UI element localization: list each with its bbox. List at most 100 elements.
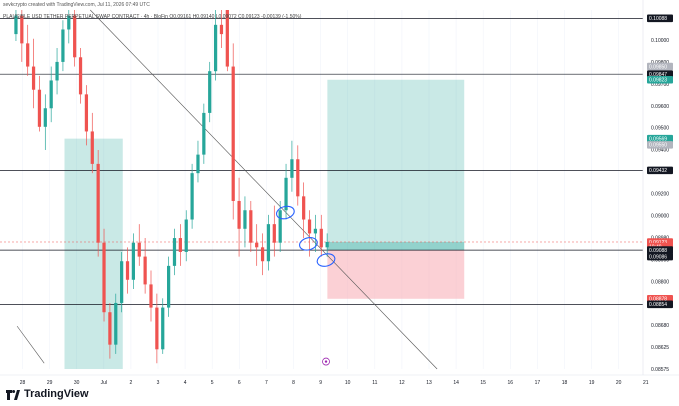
x-tick-label: 21 — [643, 380, 649, 386]
candle — [125, 247, 130, 294]
candle-body — [55, 61, 59, 81]
candle — [102, 228, 106, 322]
candle-body — [296, 159, 300, 197]
x-tick-label: 15 — [480, 380, 486, 386]
x-tick-label: 20 — [616, 380, 622, 386]
candle-body — [102, 242, 106, 313]
candle — [266, 214, 271, 271]
x-tick-label: 17 — [535, 380, 541, 386]
price-scale-background — [643, 0, 679, 375]
x-tick-label: 28 — [20, 380, 26, 386]
candle — [278, 200, 282, 252]
candle — [190, 163, 194, 229]
candle — [149, 270, 153, 322]
candle — [131, 233, 135, 290]
footer-bar: TradingView — [0, 382, 679, 406]
position-entry-band — [327, 241, 465, 251]
highlight-ellipse — [275, 205, 295, 220]
candle-body — [49, 80, 53, 109]
candle — [161, 298, 165, 354]
price-badge-label: 0.10088 — [649, 16, 667, 22]
candle — [114, 293, 118, 354]
candle — [184, 210, 188, 262]
x-tick-label: 4 — [184, 380, 187, 386]
candle — [67, 10, 71, 44]
candle — [26, 24, 30, 76]
candle-body — [84, 94, 89, 132]
x-tick-label: 3 — [157, 380, 160, 386]
price-badge — [647, 134, 673, 143]
candle — [84, 85, 89, 146]
candle — [213, 10, 218, 81]
candle-body — [213, 24, 218, 72]
candle-body — [67, 15, 71, 30]
candle — [90, 112, 94, 174]
price-badge-label: 0.09823 — [649, 78, 667, 84]
symbol-legend: PLAUSIBLE USD TETHER PERPETUAL SWAP CONT… — [3, 14, 302, 20]
candle — [202, 103, 206, 164]
candle — [61, 20, 65, 72]
x-tick-label: 9 — [319, 380, 322, 386]
y-tick-label: 0.09400 — [651, 148, 669, 154]
candle — [55, 48, 59, 95]
candle-body — [166, 265, 171, 308]
x-tick-label: 10 — [345, 380, 351, 386]
candle-body — [43, 108, 47, 127]
x-tick-label: 7 — [265, 380, 268, 386]
candle-body — [219, 24, 224, 35]
candle — [296, 145, 300, 206]
candle-body — [61, 29, 65, 62]
highlight-ellipse — [299, 237, 318, 251]
price-badge-label: 0.09569 — [649, 136, 667, 142]
highlight-ellipse — [316, 253, 336, 267]
price-badge — [647, 62, 673, 71]
position-loss-zone — [327, 250, 465, 299]
candle-body — [307, 219, 312, 234]
candle — [249, 200, 253, 252]
candle — [96, 149, 100, 257]
price-badge — [647, 75, 673, 84]
y-tick-label: 0.08625 — [651, 345, 669, 351]
candle — [31, 38, 36, 109]
candle-body — [125, 261, 130, 280]
y-tick-label: 0.08680 — [651, 323, 669, 329]
price-badge — [647, 300, 673, 309]
price-badge-label: 0.09123 — [649, 240, 667, 246]
candle — [155, 293, 159, 364]
candle — [302, 182, 306, 239]
candle — [166, 256, 171, 317]
candle — [208, 61, 212, 123]
price-badge-label: 0.08854 — [649, 302, 667, 308]
candle-body — [190, 173, 194, 220]
candle-body — [202, 112, 206, 155]
x-tick-label: 14 — [453, 380, 459, 386]
candle-body — [290, 159, 294, 178]
tradingview-brand[interactable]: TradingView — [24, 388, 89, 400]
candle-body — [120, 261, 124, 303]
earlier-profit-zone — [64, 138, 123, 369]
candle-body — [20, 15, 24, 44]
candle — [172, 228, 177, 276]
trendline — [90, 9, 438, 370]
candle — [319, 214, 323, 257]
candle-body — [319, 228, 323, 248]
candle — [37, 75, 42, 132]
candle-body — [26, 43, 30, 67]
x-tick-label: 19 — [589, 380, 595, 386]
candle-body — [302, 196, 306, 220]
candle — [137, 224, 141, 266]
y-tick-label: 0.08575 — [651, 367, 669, 373]
candle-body — [78, 57, 83, 95]
price-badge-label: 0.09550 — [649, 143, 667, 149]
candle-body — [155, 307, 159, 350]
y-tick-label: 0.10000 — [651, 38, 669, 44]
candle-body — [108, 312, 112, 345]
event-marker-dot — [324, 360, 328, 363]
price-badge — [647, 141, 673, 149]
x-tick-label: Jul — [101, 380, 107, 386]
x-tick-label: 5 — [211, 380, 214, 386]
candle — [255, 224, 259, 266]
position-profit-zone — [327, 79, 465, 242]
